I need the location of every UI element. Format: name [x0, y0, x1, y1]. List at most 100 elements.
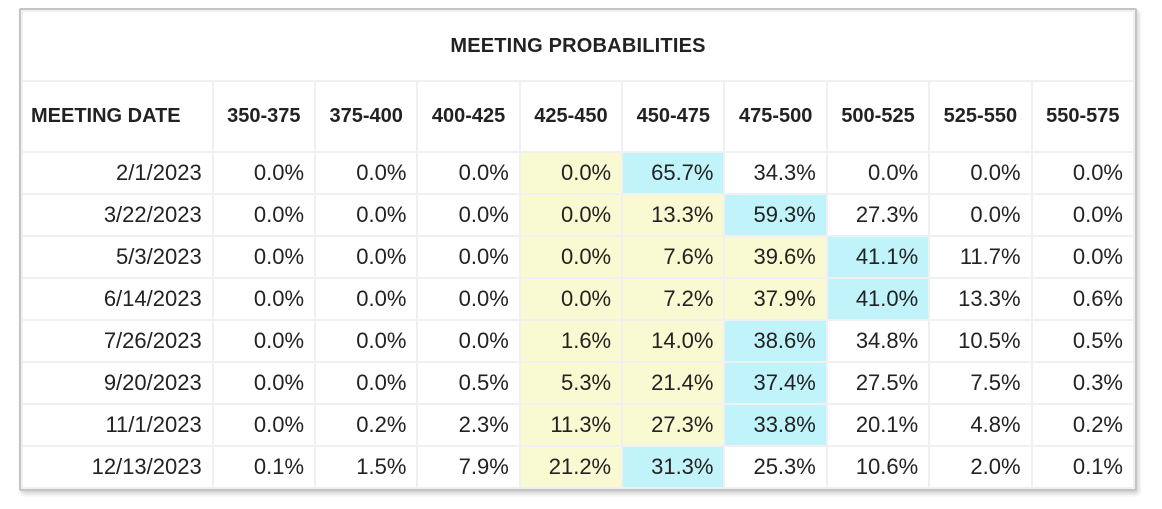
probability-cell: 0.0%: [520, 237, 622, 277]
probability-cell: 5.3%: [520, 363, 622, 403]
probability-cell: 59.3%: [725, 195, 826, 235]
column-header-425-450: 425-450: [520, 82, 622, 151]
probability-cell: 7.2%: [623, 279, 724, 319]
table-row: 5/3/2023 0.0% 0.0% 0.0% 0.0% 7.6% 39.6% 41.1% 11…: [23, 237, 1133, 277]
column-header-350-375: 350-375: [213, 82, 315, 151]
probability-cell: 0.0%: [316, 321, 417, 361]
probability-cell: 0.0%: [520, 195, 622, 235]
table-row: 12/13/2023 0.1% 1.5% 7.9% 21.2% 31.3% 25.3% 10.…: [23, 447, 1133, 487]
probability-cell: 0.0%: [520, 279, 622, 319]
column-header-375-400: 375-400: [316, 82, 417, 151]
probability-cell: 0.2%: [1032, 405, 1133, 445]
probability-cell: 4.8%: [930, 405, 1031, 445]
probability-cell: 0.0%: [1032, 153, 1133, 193]
probability-cell: 0.0%: [827, 153, 929, 193]
probability-cell: 21.2%: [520, 447, 622, 487]
meeting-date-cell: 6/14/2023: [23, 279, 212, 319]
column-header-525-550: 525-550: [930, 82, 1031, 151]
probability-cell: 34.3%: [725, 153, 826, 193]
probability-cell: 0.0%: [418, 237, 519, 277]
column-header-500-525: 500-525: [827, 82, 929, 151]
probability-cell: 0.0%: [213, 237, 315, 277]
table-row: 11/1/2023 0.0% 0.2% 2.3% 11.3% 27.3% 33.8% 20.1…: [23, 405, 1133, 445]
column-header-row: MEETING DATE 350-375 375-400 400-425 425-45…: [23, 82, 1133, 151]
probability-cell: 27.3%: [623, 405, 724, 445]
probability-cell: 41.1%: [827, 237, 929, 277]
probability-cell: 37.9%: [725, 279, 826, 319]
probability-cell: 34.8%: [827, 321, 929, 361]
meeting-date-header: MEETING DATE: [23, 82, 212, 151]
probability-cell: 0.0%: [316, 153, 417, 193]
probability-cell: 0.0%: [213, 153, 315, 193]
table-row: 3/22/2023 0.0% 0.0% 0.0% 0.0% 13.3% 59.3% 27.3%…: [23, 195, 1133, 235]
probability-cell: 7.5%: [930, 363, 1031, 403]
probability-cell: 21.4%: [623, 363, 724, 403]
probability-cell: 0.0%: [520, 153, 622, 193]
probability-cell: 0.0%: [418, 153, 519, 193]
probability-cell: 7.9%: [418, 447, 519, 487]
probability-cell: 25.3%: [725, 447, 826, 487]
probability-cell: 65.7%: [623, 153, 724, 193]
probability-cell: 13.3%: [623, 195, 724, 235]
probability-cell: 41.0%: [827, 279, 929, 319]
probability-cell: 20.1%: [827, 405, 929, 445]
meeting-date-cell: 2/1/2023: [23, 153, 212, 193]
probability-cell: 0.0%: [213, 405, 315, 445]
column-header-550-575: 550-575: [1032, 82, 1133, 151]
probability-cell: 10.6%: [827, 447, 929, 487]
probability-cell: 0.2%: [316, 405, 417, 445]
table-row: 9/20/2023 0.0% 0.0% 0.5% 5.3% 21.4% 37.4% 27.5%…: [23, 363, 1133, 403]
probability-cell: 27.3%: [827, 195, 929, 235]
probability-cell: 0.0%: [316, 237, 417, 277]
probability-cell: 13.3%: [930, 279, 1031, 319]
probability-cell: 1.5%: [316, 447, 417, 487]
probability-cell: 0.1%: [1032, 447, 1133, 487]
probability-cell: 2.3%: [418, 405, 519, 445]
probability-cell: 0.0%: [418, 279, 519, 319]
probability-cell: 0.0%: [213, 363, 315, 403]
probability-cell: 11.7%: [930, 237, 1031, 277]
table-row: 7/26/2023 0.0% 0.0% 0.0% 1.6% 14.0% 38.6% 34.8%…: [23, 321, 1133, 361]
table-title: MEETING PROBABILITIES: [23, 12, 1133, 80]
meeting-date-cell: 5/3/2023: [23, 237, 212, 277]
probability-cell: 0.0%: [316, 363, 417, 403]
probability-cell: 0.0%: [213, 321, 315, 361]
probability-cell: 7.6%: [623, 237, 724, 277]
column-header-475-500: 475-500: [725, 82, 826, 151]
probability-cell: 38.6%: [725, 321, 826, 361]
probability-cell: 0.0%: [316, 195, 417, 235]
probability-cell: 11.3%: [520, 405, 622, 445]
probability-cell: 0.5%: [1032, 321, 1133, 361]
probability-cell: 0.0%: [213, 279, 315, 319]
column-header-400-425: 400-425: [418, 82, 519, 151]
probability-cell: 10.5%: [930, 321, 1031, 361]
probability-cell: 37.4%: [725, 363, 826, 403]
meeting-date-cell: 12/13/2023: [23, 447, 212, 487]
meeting-date-cell: 9/20/2023: [23, 363, 212, 403]
table-row: 6/14/2023 0.0% 0.0% 0.0% 0.0% 7.2% 37.9% 41.0% 1…: [23, 279, 1133, 319]
probability-cell: 0.0%: [1032, 237, 1133, 277]
table-row: 2/1/2023 0.0% 0.0% 0.0% 0.0% 65.7% 34.3% 0.0% 0.…: [23, 153, 1133, 193]
column-header-450-475: 450-475: [623, 82, 724, 151]
probability-cell: 33.8%: [725, 405, 826, 445]
probability-cell: 0.0%: [930, 195, 1031, 235]
probability-cell: 0.0%: [418, 195, 519, 235]
meeting-date-cell: 11/1/2023: [23, 405, 212, 445]
probability-cell: 0.5%: [418, 363, 519, 403]
probability-cell: 31.3%: [623, 447, 724, 487]
meeting-date-cell: 7/26/2023: [23, 321, 212, 361]
table-body: 2/1/2023 0.0% 0.0% 0.0% 0.0% 65.7% 34.3% 0.0% 0.…: [23, 153, 1133, 487]
probability-cell: 0.0%: [930, 153, 1031, 193]
probability-cell: 2.0%: [930, 447, 1031, 487]
meeting-date-cell: 3/22/2023: [23, 195, 212, 235]
probability-cell: 0.0%: [316, 279, 417, 319]
probability-cell: 1.6%: [520, 321, 622, 361]
probability-cell: 0.3%: [1032, 363, 1133, 403]
probability-cell: 0.0%: [418, 321, 519, 361]
probabilities-panel: MEETING PROBABILITIES MEETING DATE 350-3…: [19, 8, 1137, 491]
probability-cell: 0.1%: [213, 447, 315, 487]
probability-cell: 14.0%: [623, 321, 724, 361]
probability-cell: 0.0%: [213, 195, 315, 235]
probability-cell: 39.6%: [725, 237, 826, 277]
probability-cell: 27.5%: [827, 363, 929, 403]
